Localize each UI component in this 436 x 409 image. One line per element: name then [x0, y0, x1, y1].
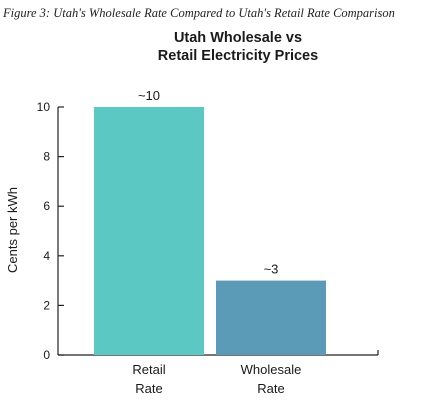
x-tick-label: Wholesale: [241, 362, 302, 377]
data-label: ~3: [264, 262, 279, 277]
y-tick-label: 10: [37, 100, 51, 114]
y-tick-label: 2: [43, 298, 50, 312]
x-tick-label: Rate: [257, 381, 284, 396]
y-axis: 0 2 4 6 8 10: [37, 100, 379, 362]
y-axis-label: Cents per kWh: [5, 187, 20, 273]
y-tick-label: 8: [43, 150, 50, 164]
y-tick-label: 6: [43, 199, 50, 213]
bar: [216, 280, 326, 355]
bars: ~10 ~3: [94, 88, 326, 355]
y-tick-label: 4: [43, 249, 50, 263]
chart-title-line-1: Utah Wholesale vs: [173, 30, 303, 46]
bar: [94, 107, 204, 355]
x-tick-label: Rate: [135, 381, 162, 396]
x-tick-label: Retail: [132, 362, 165, 377]
x-axis-labels: Retail Rate Wholesale Rate: [132, 362, 301, 396]
y-tick-label: 0: [43, 348, 50, 362]
data-label: ~10: [138, 88, 160, 103]
chart-title-line-2: Retail Electricity Prices: [157, 48, 319, 64]
figure-caption: Figure 3: Utah's Wholesale Rate Compared…: [3, 6, 395, 20]
